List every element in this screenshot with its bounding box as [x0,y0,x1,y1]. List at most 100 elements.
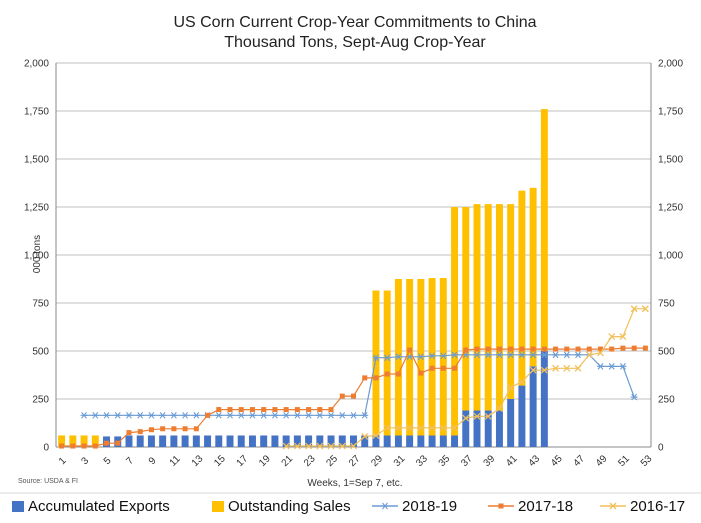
bar-accumulated-exports [439,435,447,447]
x-tick-label: 31 [392,453,408,469]
series-2017-18-point [395,371,401,377]
bar-outstanding-sales [451,207,459,436]
source-note: Source: USDA & FI [18,478,78,485]
line-series [59,305,649,450]
series-2018-19-point [103,411,111,419]
series-2016-17-point [451,424,458,432]
series-2018-19-point [507,351,515,359]
series-2017-18-point [564,346,570,352]
series-2017-18-point [519,346,525,352]
y-tick-label-right: 1,750 [658,107,683,118]
series-2017-18-point [609,346,615,352]
series-2017-18-point [362,375,368,381]
series-2018-19-point [226,411,234,419]
bar-accumulated-exports [316,435,324,447]
series-2016-17-point [338,442,346,450]
chart-title: US Corn Current Crop-Year Commitments to… [173,14,536,31]
series-2017-18-point [317,407,323,413]
series-2018-19-point [147,411,155,419]
bar-accumulated-exports [361,435,369,447]
series-2018-19-point [451,351,459,359]
series-2018-19-point [125,411,133,419]
series-2016-17-point [574,364,582,372]
series-2017-18-point [541,346,547,352]
bar-accumulated-exports [136,435,144,447]
series-2017-18-point [407,347,413,353]
y-tick-label-left: 1,500 [24,155,49,166]
series-2017-18-point [586,346,592,352]
bar-outstanding-sales [58,435,66,447]
series-2018-19-point [237,411,245,419]
legend-label: 2017-18 [518,498,573,515]
bar-accumulated-exports [204,435,212,447]
bar-accumulated-exports [215,435,223,447]
series-2016-17-point [630,305,638,313]
series-2016-17-point [361,432,369,440]
series-2016-17-point [507,384,515,391]
bar-accumulated-exports [540,351,548,447]
y-tick-label-right: 750 [658,299,675,310]
series-2018-19-point [80,411,88,419]
series-2017-18-point [373,375,379,381]
series-2017-18-point [351,393,356,399]
x-tick-label: 23 [302,453,318,469]
series-2018-19-point [293,411,301,419]
bar-accumulated-exports [282,435,290,447]
series-2016-17-point [305,442,313,450]
series-2017-18-point [171,426,177,432]
series-2017-18-point [508,346,514,352]
series-2017-18-point [272,407,278,413]
series-2017-18-point [463,347,469,353]
bar-accumulated-exports [147,435,155,447]
series-2018-19-point [619,363,627,370]
x-axis-ticks: 1 3 5 7 9 11 13 15 17 19 21 23 25 27 29 31 33 35 37 39 41 43 4… [57,453,655,469]
series-2016-17-point [372,432,380,439]
bar-accumulated-exports [305,435,313,447]
bar-accumulated-exports [237,435,245,447]
y-tick-label-left: 2,000 [24,59,49,70]
series-2017-18-point [294,407,300,413]
series-2017-18-point [59,443,65,449]
series-2017-18-group [59,345,648,449]
series-2017-18-point [553,346,559,352]
x-tick-label: 13 [190,453,206,469]
bar-accumulated-exports [260,435,268,447]
series-2017-18-point [328,407,334,413]
series-2018-19-point [630,393,638,401]
bar-accumulated-exports [529,366,537,447]
series-2018-19-point [136,411,144,419]
series-2016-17-point [518,378,526,386]
series-2016-17-point [597,349,604,357]
x-tick-label: 37 [459,453,475,469]
legend-label: Accumulated Exports [28,498,170,515]
series-2017-18-point [261,407,267,413]
bar-outstanding-sales [518,190,526,386]
y-tick-label-right: 1,000 [658,251,683,262]
series-2017-18-point [575,346,581,352]
series-2018-19-point [552,351,560,359]
bar-outstanding-sales [473,204,481,411]
bar-accumulated-exports [462,410,470,447]
series-2018-19-point [428,352,436,360]
bar-outstanding-sales [540,109,548,351]
series-2018-19-point [159,411,167,419]
bar-accumulated-exports [327,435,335,447]
x-tick-label: 25 [324,453,340,469]
bar-accumulated-exports [495,410,503,447]
series-2017-18-point [452,365,458,371]
series-2018-19-point [260,411,268,419]
series-2016-17-point [293,442,301,450]
gridlines [55,62,652,448]
series-2018-19-point [327,411,335,419]
series-2018-19-point [192,411,200,419]
bar-accumulated-exports [170,435,178,447]
bar-outstanding-sales [91,435,99,447]
bar-accumulated-exports [518,385,526,447]
y-tick-label-left: 500 [32,347,49,358]
series-2018-19-point [316,411,324,419]
y-tick-label-left: 250 [32,395,49,406]
series-2017-18-point [429,365,435,371]
series-2016-17-point [462,414,470,422]
x-tick-label: 53 [639,453,655,469]
y-tick-label-right: 250 [658,395,675,406]
